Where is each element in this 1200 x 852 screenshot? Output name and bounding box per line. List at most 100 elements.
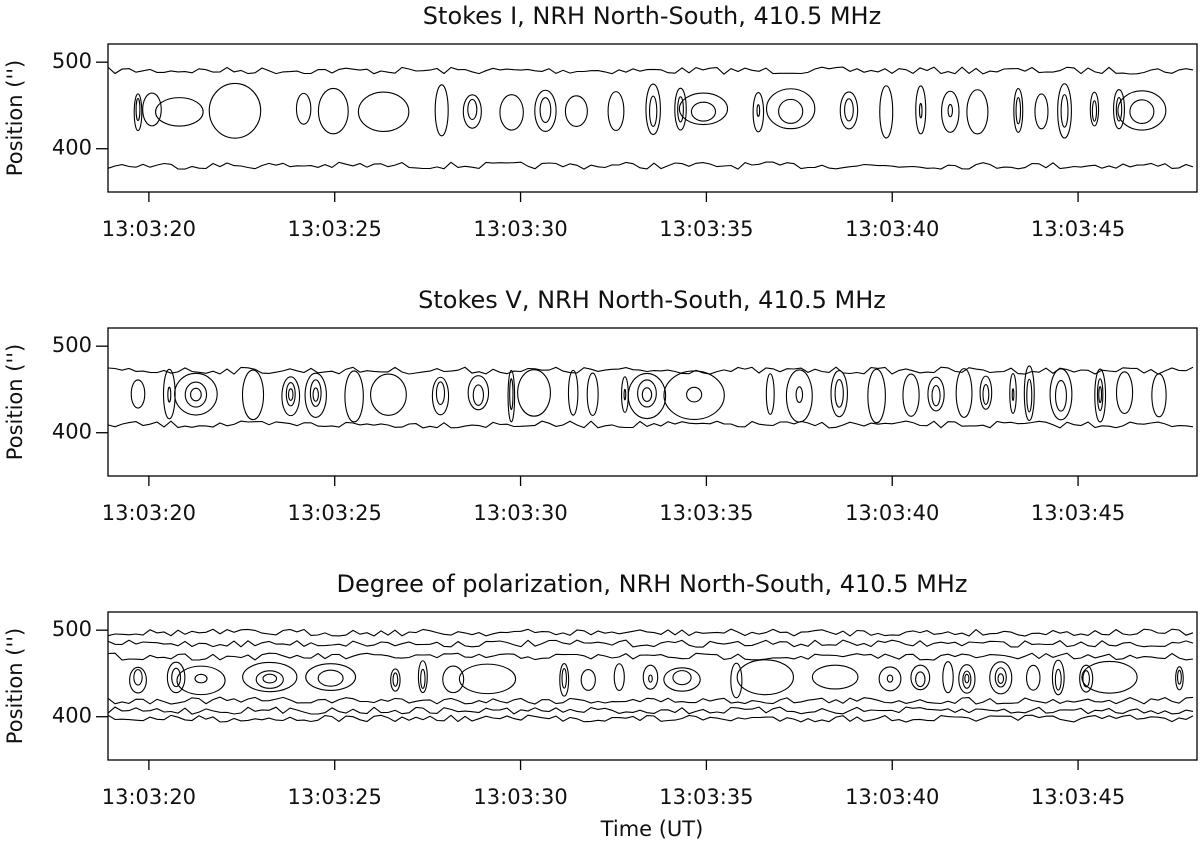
contour-line xyxy=(778,98,804,124)
contour-line xyxy=(941,90,960,133)
contour-line xyxy=(517,369,551,417)
plot-frame xyxy=(107,43,1198,193)
x-tick-label: 13:03:20 xyxy=(102,785,196,809)
x-tick-label: 13:03:25 xyxy=(288,785,382,809)
y-axis-label: Position ('') xyxy=(3,60,27,176)
contour-line xyxy=(663,667,701,692)
x-tick-label: 13:03:25 xyxy=(288,501,382,525)
contour-line xyxy=(162,368,176,420)
contour-line xyxy=(1113,88,1125,130)
contour-line xyxy=(107,161,1194,170)
contour-line xyxy=(834,378,844,408)
plot-frame xyxy=(107,611,1198,761)
contour-line xyxy=(255,670,284,689)
contour-line xyxy=(142,92,162,127)
contour-line xyxy=(1094,368,1107,423)
contour-line xyxy=(674,87,687,131)
contour-line xyxy=(962,670,972,689)
contour-line xyxy=(564,95,588,127)
contour-line xyxy=(1011,388,1015,402)
contour-line xyxy=(765,88,816,130)
contour-line xyxy=(1026,378,1033,413)
x-tick-label: 13:03:40 xyxy=(845,785,939,809)
y-tick-label: 500 xyxy=(52,49,92,73)
contour-line xyxy=(947,103,954,118)
contour-line xyxy=(174,372,218,416)
contour-line xyxy=(1015,97,1022,125)
contour-line xyxy=(756,104,761,118)
contour-line xyxy=(107,66,1194,75)
contour-line xyxy=(130,379,146,409)
contour-line xyxy=(499,94,524,131)
contour-line xyxy=(915,671,926,688)
contour-line xyxy=(765,373,775,415)
contour-line xyxy=(194,673,208,684)
contour-line xyxy=(431,376,450,416)
contour-line xyxy=(1115,371,1134,415)
x-tick-label: 13:03:35 xyxy=(659,785,753,809)
contour-line xyxy=(417,660,428,694)
x-tick-label: 13:03:35 xyxy=(659,217,753,241)
contour-line xyxy=(539,97,552,123)
plot-frame xyxy=(107,327,1198,477)
contour-line xyxy=(509,378,514,411)
contour-line xyxy=(129,666,147,694)
contour-line xyxy=(507,369,516,423)
panel-title: Stokes V, NRH North-South, 410.5 MHz xyxy=(418,286,886,314)
contour-line xyxy=(997,673,1005,684)
contour-line xyxy=(176,665,226,696)
y-tick-label: 400 xyxy=(52,136,92,160)
contour-line xyxy=(171,667,182,688)
contour-line xyxy=(1013,88,1024,133)
contour-line xyxy=(467,375,490,411)
y-axis-label: Position ('') xyxy=(3,344,27,460)
x-tick-label: 13:03:45 xyxy=(1031,501,1125,525)
x-tick-label: 13:03:40 xyxy=(845,217,939,241)
contour-line xyxy=(208,82,262,139)
contour-line xyxy=(1115,96,1123,122)
contour-line xyxy=(567,369,579,416)
contour-line xyxy=(287,388,294,401)
contour-line xyxy=(242,661,298,693)
contour-line xyxy=(902,373,920,417)
contour-line xyxy=(1117,90,1167,131)
contour-line xyxy=(955,368,973,418)
contour-line xyxy=(1049,368,1073,421)
contour-line xyxy=(107,628,1194,637)
contour-line xyxy=(1082,670,1091,688)
contour-line xyxy=(966,89,989,135)
contour-line xyxy=(281,376,301,417)
contour-line xyxy=(295,92,312,125)
contour-line xyxy=(645,83,661,136)
contour-line xyxy=(390,668,401,692)
contour-line xyxy=(107,696,1194,705)
contour-line xyxy=(1098,386,1103,404)
x-tick-label: 13:03:30 xyxy=(473,217,567,241)
contour-line xyxy=(167,386,172,403)
contour-line xyxy=(867,368,886,424)
contour-line xyxy=(1051,659,1065,696)
contour-line xyxy=(1025,664,1041,691)
contour-line xyxy=(686,386,703,403)
contour-line xyxy=(641,387,653,402)
contour-line xyxy=(190,387,202,402)
contour-line xyxy=(811,664,859,690)
contour-line xyxy=(304,372,327,418)
x-axis-label: Time (UT) xyxy=(600,817,704,841)
contour-line xyxy=(979,375,993,410)
contour-line xyxy=(534,89,557,132)
y-axis-label: Position ('') xyxy=(3,628,27,744)
contour-line xyxy=(435,381,446,406)
contour-line xyxy=(317,87,349,135)
contour-line xyxy=(155,97,204,127)
contour-line xyxy=(586,372,599,417)
contour-line xyxy=(241,369,265,421)
contour-line xyxy=(785,369,813,423)
contour-line xyxy=(752,92,765,133)
contour-line xyxy=(1091,100,1098,122)
contour-line xyxy=(1081,660,1138,694)
contour-line xyxy=(886,674,894,683)
contour-line xyxy=(642,664,659,690)
contour-line xyxy=(994,667,1007,688)
contour-line xyxy=(613,663,625,692)
